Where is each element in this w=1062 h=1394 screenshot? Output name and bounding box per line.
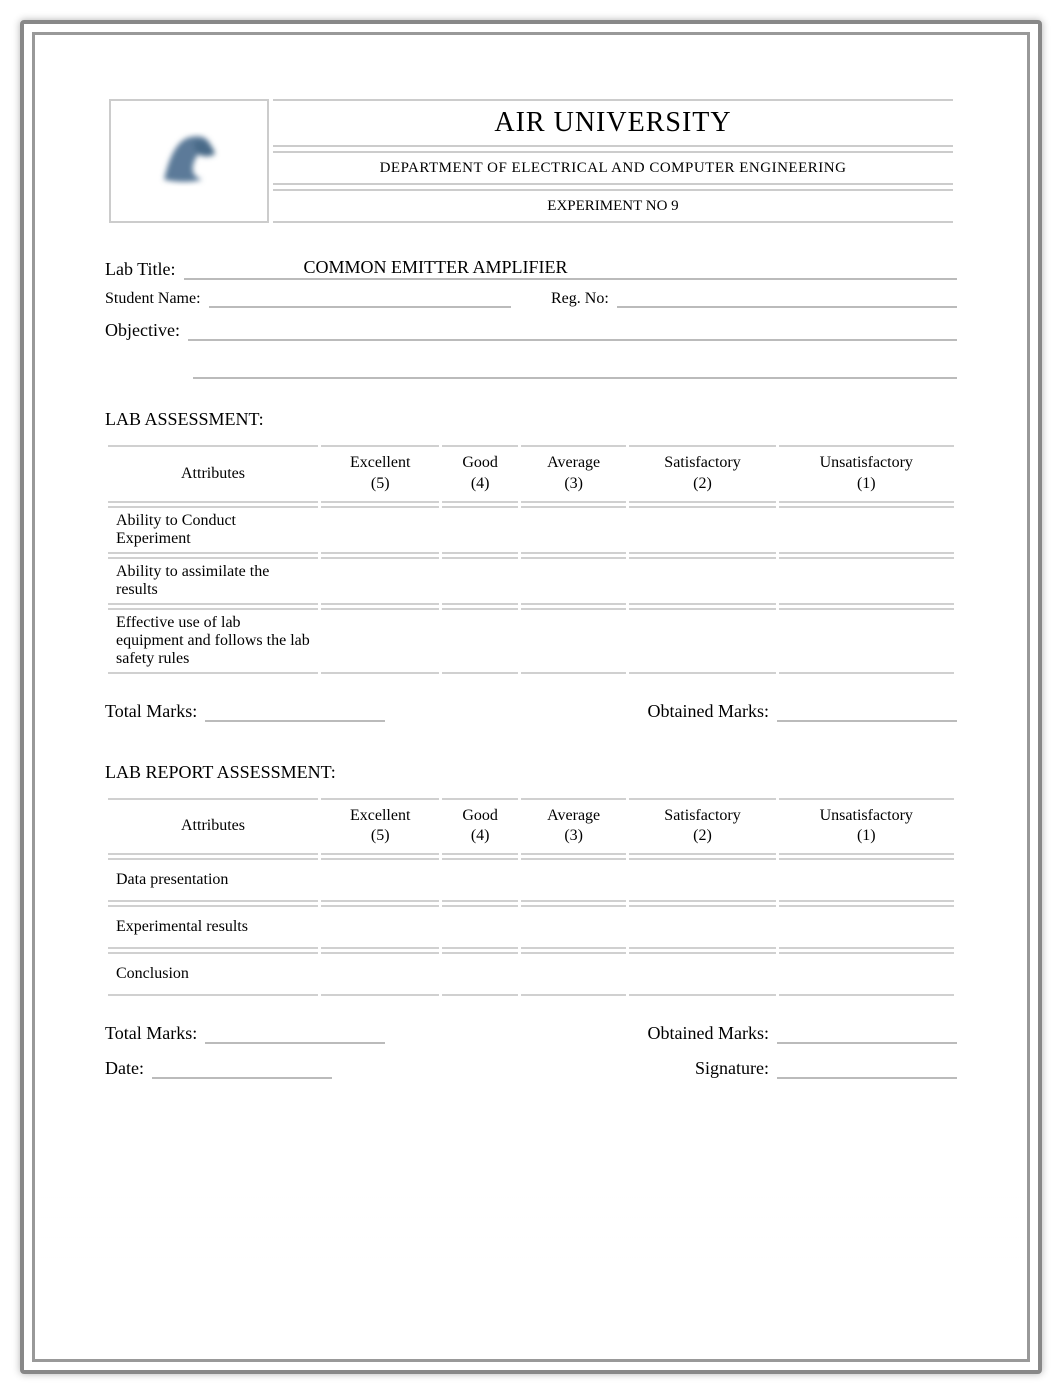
lab-marks-row: Total Marks: Obtained Marks: [105, 701, 957, 722]
total-marks-label-2: Total Marks: [105, 1023, 197, 1044]
date-label: Date: [105, 1058, 144, 1079]
cell[interactable] [629, 557, 775, 605]
lab-title-underline[interactable]: COMMON EMITTER AMPLIFIER [184, 257, 957, 280]
total-marks-label-1: Total Marks: [105, 701, 197, 722]
lab-row-1: Ability to assimilate the results [108, 557, 318, 605]
col-satisfactory: Satisfactory(2) [629, 445, 775, 503]
objective-field-1[interactable] [188, 321, 957, 341]
table-row: Ability to assimilate the results [108, 557, 954, 605]
lab-assessment-table: Attributes Excellent(5) Good(4) Average(… [105, 442, 957, 677]
university-name: AIR UNIVERSITY [273, 99, 953, 147]
cell[interactable] [521, 905, 627, 949]
report-row-0: Data presentation [108, 858, 318, 902]
reg-no-label: Reg. No: [551, 290, 617, 308]
total-marks-field-1[interactable] [205, 702, 385, 722]
student-name-field[interactable] [209, 288, 511, 308]
cell[interactable] [321, 858, 439, 902]
cell[interactable] [779, 608, 954, 674]
obtained-marks-field-1[interactable] [777, 702, 957, 722]
cell[interactable] [779, 506, 954, 554]
page-outer-frame: AIR UNIVERSITY DEPARTMENT OF ELECTRICAL … [20, 20, 1042, 1374]
cell[interactable] [629, 608, 775, 674]
total-marks-field-2[interactable] [205, 1024, 385, 1044]
cell[interactable] [779, 557, 954, 605]
report-marks-row: Total Marks: Obtained Marks: [105, 1023, 957, 1044]
col-unsatisfactory: Unsatisfactory(1) [779, 445, 954, 503]
report-row-1: Experimental results [108, 905, 318, 949]
col-excellent: Excellent(5) [321, 798, 439, 856]
student-reg-row: Student Name: Reg. No: [105, 288, 957, 308]
cell[interactable] [442, 557, 517, 605]
lab-assessment-heading: LAB ASSESSMENT: [105, 409, 957, 430]
cell[interactable] [521, 506, 627, 554]
cell[interactable] [442, 905, 517, 949]
objective-field-2[interactable] [193, 359, 957, 379]
cell[interactable] [629, 952, 775, 996]
cell[interactable] [779, 858, 954, 902]
cell[interactable] [321, 905, 439, 949]
signature-label: Signature: [695, 1058, 769, 1079]
cell[interactable] [442, 608, 517, 674]
col-average: Average(3) [521, 798, 627, 856]
cell[interactable] [521, 608, 627, 674]
col-average: Average(3) [521, 445, 627, 503]
lab-row-2: Effective use of lab equipment and follo… [108, 608, 318, 674]
rubric-header-row: Attributes Excellent(5) Good(4) Average(… [108, 798, 954, 856]
signature-field[interactable] [777, 1059, 957, 1079]
cell[interactable] [521, 858, 627, 902]
col-satisfactory: Satisfactory(2) [629, 798, 775, 856]
cell[interactable] [442, 858, 517, 902]
date-field[interactable] [152, 1059, 332, 1079]
cell[interactable] [629, 858, 775, 902]
lab-report-assessment-heading: LAB REPORT ASSESSMENT: [105, 762, 957, 783]
col-good: Good(4) [442, 445, 517, 503]
cell[interactable] [321, 506, 439, 554]
page-content: AIR UNIVERSITY DEPARTMENT OF ELECTRICAL … [32, 32, 1030, 1362]
col-good: Good(4) [442, 798, 517, 856]
table-row: Ability to Conduct Experiment [108, 506, 954, 554]
obtained-marks-label-2: Obtained Marks: [648, 1023, 769, 1044]
report-row-2: Conclusion [108, 952, 318, 996]
objective-label: Objective: [105, 320, 188, 341]
date-signature-row: Date: Signature: [105, 1058, 957, 1079]
objective-row-2 [193, 359, 957, 379]
cell[interactable] [521, 952, 627, 996]
department-name: DEPARTMENT OF ELECTRICAL AND COMPUTER EN… [273, 151, 953, 185]
header-table: AIR UNIVERSITY DEPARTMENT OF ELECTRICAL … [105, 95, 957, 227]
cell[interactable] [321, 608, 439, 674]
lab-title-row: Lab Title: COMMON EMITTER AMPLIFIER [105, 257, 957, 280]
obtained-marks-label-1: Obtained Marks: [648, 701, 769, 722]
student-name-label: Student Name: [105, 290, 209, 308]
col-excellent: Excellent(5) [321, 445, 439, 503]
col-unsatisfactory: Unsatisfactory(1) [779, 798, 954, 856]
lab-title-label: Lab Title: [105, 259, 184, 280]
cell[interactable] [442, 506, 517, 554]
logo-cell [109, 99, 269, 223]
cell[interactable] [321, 557, 439, 605]
table-row: Effective use of lab equipment and follo… [108, 608, 954, 674]
objective-row-1: Objective: [105, 320, 957, 341]
table-row: Data presentation [108, 858, 954, 902]
university-logo-icon [147, 116, 232, 201]
cell[interactable] [629, 905, 775, 949]
cell[interactable] [442, 952, 517, 996]
lab-report-assessment-table: Attributes Excellent(5) Good(4) Average(… [105, 795, 957, 1000]
lab-row-0: Ability to Conduct Experiment [108, 506, 318, 554]
obtained-marks-field-2[interactable] [777, 1024, 957, 1044]
lab-title-value: COMMON EMITTER AMPLIFIER [184, 257, 957, 278]
table-row: Experimental results [108, 905, 954, 949]
cell[interactable] [779, 952, 954, 996]
col-attributes: Attributes [108, 445, 318, 503]
cell[interactable] [521, 557, 627, 605]
reg-no-field[interactable] [617, 288, 957, 308]
blur-overlay [35, 1179, 1027, 1359]
cell[interactable] [779, 905, 954, 949]
cell[interactable] [321, 952, 439, 996]
rubric-header-row: Attributes Excellent(5) Good(4) Average(… [108, 445, 954, 503]
col-attributes: Attributes [108, 798, 318, 856]
cell[interactable] [629, 506, 775, 554]
experiment-number: EXPERIMENT NO 9 [273, 189, 953, 223]
table-row: Conclusion [108, 952, 954, 996]
